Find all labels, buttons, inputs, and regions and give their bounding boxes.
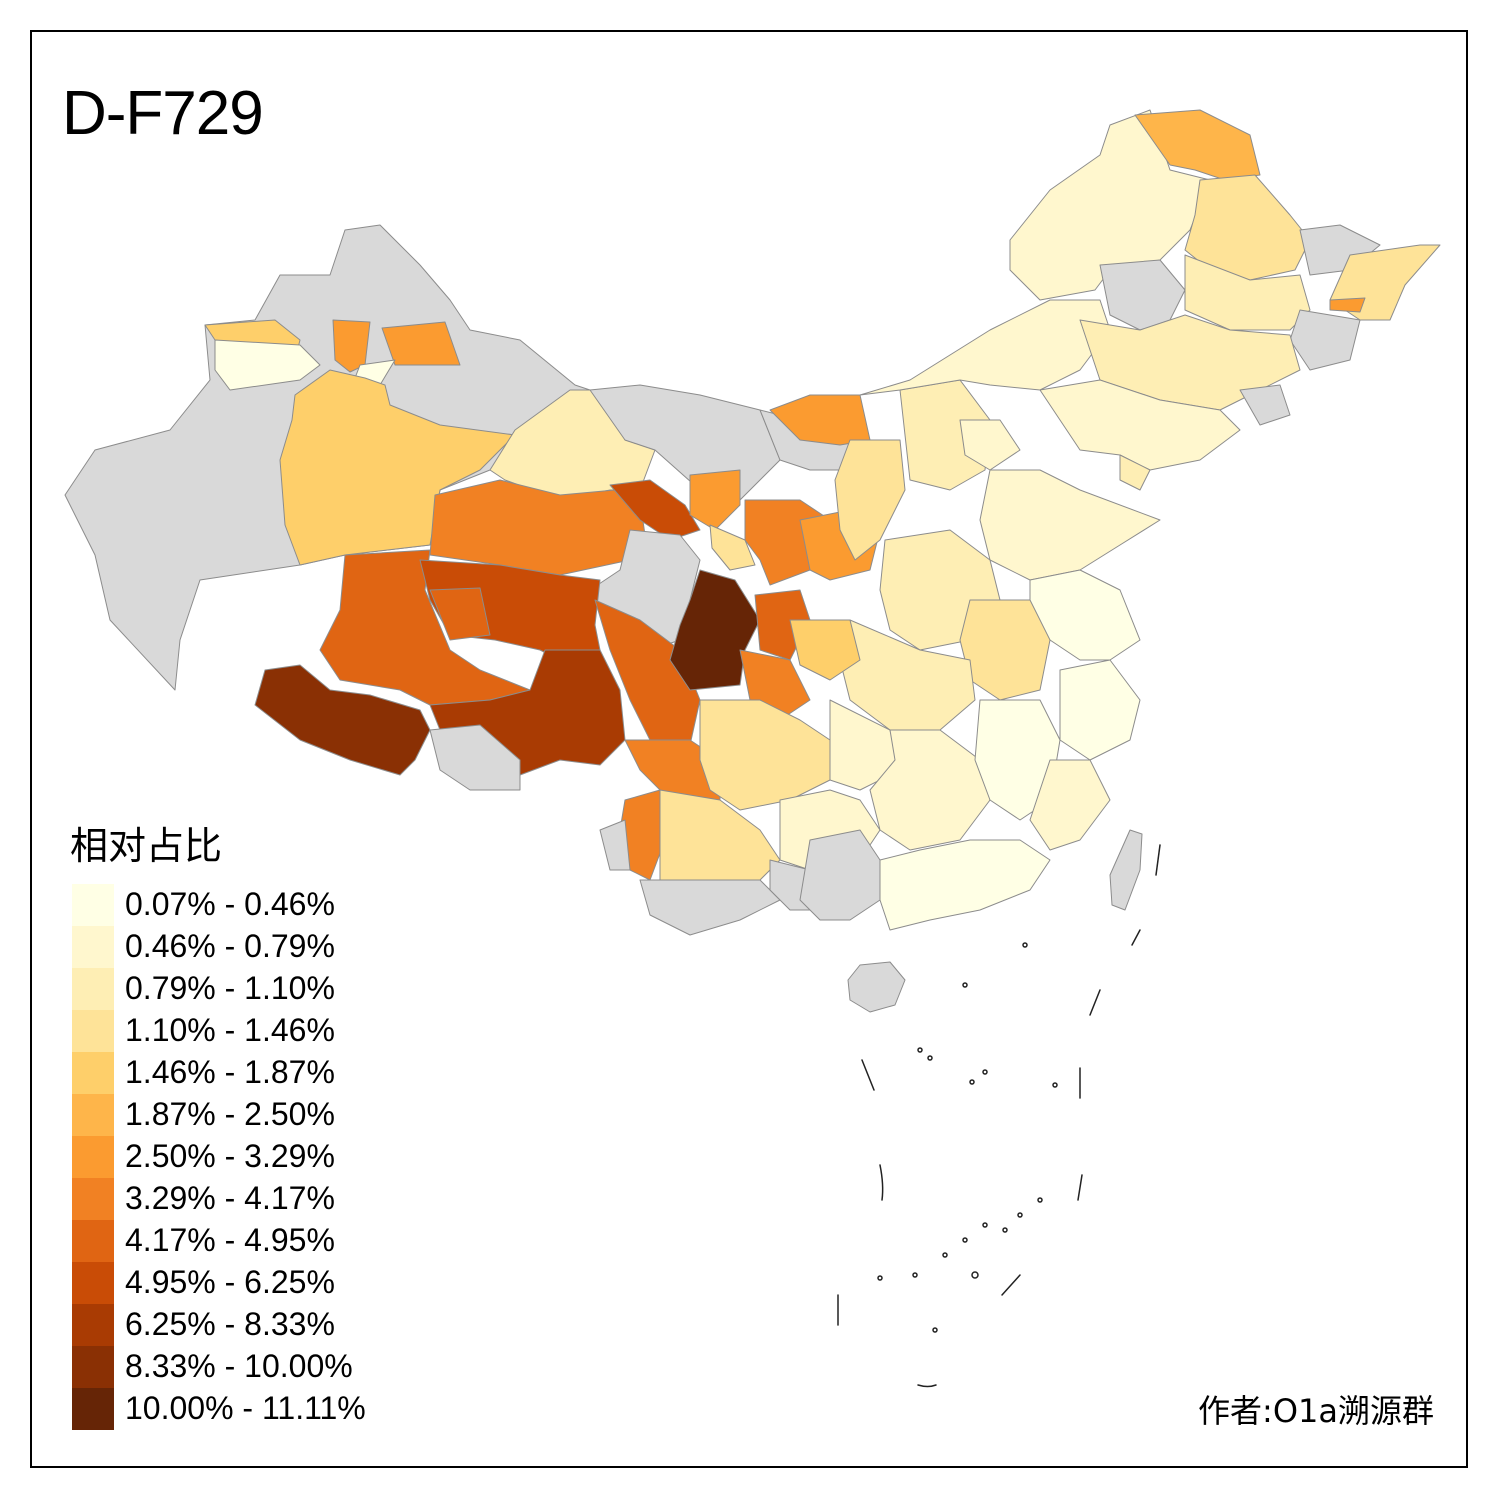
region-dehong xyxy=(599,819,631,871)
legend-swatch xyxy=(72,1220,114,1262)
region-mudanjiang xyxy=(1289,309,1361,371)
legend-swatch xyxy=(72,1262,114,1304)
legend-item: 0.79% - 1.10% xyxy=(70,968,335,1010)
legend-swatch xyxy=(72,1346,114,1388)
legend: 相对占比 0.07% - 0.46% 0.46% - 0.79% 0.79% - 1… xyxy=(70,815,366,1430)
author-credit: 作者:O1a溯源群 xyxy=(1198,1392,1434,1430)
legend-item: 10.00% - 11.11% xyxy=(70,1388,366,1430)
legend-label: 3.29% - 4.17% xyxy=(125,1180,335,1216)
legend-label: 4.95% - 6.25% xyxy=(125,1264,335,1300)
legend-label: 8.33% - 10.00% xyxy=(125,1348,353,1384)
legend-label: 1.10% - 1.46% xyxy=(125,1012,335,1048)
legend-label: 4.17% - 4.95% xyxy=(125,1222,335,1258)
legend-label: 0.07% - 0.46% xyxy=(125,886,335,922)
legend-item: 0.07% - 0.46% xyxy=(70,884,335,926)
region-ili-south xyxy=(214,339,321,391)
region-jinchang xyxy=(709,524,756,571)
legend-item: 1.10% - 1.46% xyxy=(70,1010,335,1052)
region-gannan xyxy=(669,569,761,691)
region-shandong xyxy=(979,469,1161,581)
legend-swatch xyxy=(72,1052,114,1094)
region-shanxi xyxy=(834,439,906,561)
legend-item: 0.46% - 0.79% xyxy=(70,926,335,968)
legend-item: 6.25% - 8.33% xyxy=(70,1304,335,1346)
region-fujian xyxy=(1029,759,1111,851)
legend-label: 6.25% - 8.33% xyxy=(125,1306,335,1342)
region-beijing xyxy=(959,419,1021,471)
region-guangdong xyxy=(879,839,1051,931)
legend-swatch xyxy=(72,926,114,968)
region-heilongjiang xyxy=(1184,174,1311,281)
region-nyingchi-south xyxy=(429,724,521,791)
legend-swatch xyxy=(72,968,114,1010)
legend-label: 1.87% - 2.50% xyxy=(125,1096,335,1132)
legend-swatch xyxy=(72,1136,114,1178)
legend-swatch xyxy=(72,1304,114,1346)
legend-item: 3.29% - 4.17% xyxy=(70,1178,335,1220)
region-haixi xyxy=(429,479,646,576)
map-frame xyxy=(30,30,1468,1468)
region-xilingol xyxy=(859,299,1111,396)
region-shigatse xyxy=(254,664,431,776)
region-hunan xyxy=(869,729,991,851)
legend-swatch xyxy=(72,884,114,926)
legend-title: 相对占比 xyxy=(70,824,223,868)
legend-item: 1.46% - 1.87% xyxy=(70,1052,335,1094)
region-tonghua xyxy=(1239,384,1291,426)
region-tacheng xyxy=(332,319,371,373)
south-china-sea-islands xyxy=(837,844,1161,1388)
region-sichuan xyxy=(699,699,831,811)
legend-label: 0.46% - 0.79% xyxy=(125,928,335,964)
legend-label: 2.50% - 3.29% xyxy=(125,1138,335,1174)
region-dalian xyxy=(1119,454,1151,491)
legend-item: 2.50% - 3.29% xyxy=(70,1136,335,1178)
legend-label: 10.00% - 11.11% xyxy=(125,1390,366,1426)
map-title: D-F729 xyxy=(62,79,264,148)
legend-swatch xyxy=(72,1178,114,1220)
legend-item: 1.87% - 2.50% xyxy=(70,1094,335,1136)
legend-items: 0.07% - 0.46% 0.46% - 0.79% 0.79% - 1.10% 1… xyxy=(70,884,366,1430)
region-wuwei xyxy=(689,469,741,531)
legend-label: 1.46% - 1.87% xyxy=(125,1054,335,1090)
region-altay xyxy=(381,321,461,366)
legend-item: 8.33% - 10.00% xyxy=(70,1346,353,1388)
legend-swatch xyxy=(72,1388,114,1430)
legend-item: 4.17% - 4.95% xyxy=(70,1220,335,1262)
region-haibei xyxy=(609,479,701,541)
region-guangxi xyxy=(799,829,881,921)
region-nagqu-core xyxy=(429,587,491,641)
region-taiwan xyxy=(1109,829,1143,911)
legend-swatch xyxy=(72,1010,114,1052)
region-hanzhong xyxy=(789,619,861,681)
legend-item: 4.95% - 6.25% xyxy=(70,1262,335,1304)
region-bayingol xyxy=(279,369,516,566)
region-anhui xyxy=(959,599,1051,701)
region-hainan xyxy=(847,961,906,1013)
region-zhejiang xyxy=(1059,659,1141,761)
region-liaoning xyxy=(1039,379,1241,471)
region-yunnan-south xyxy=(639,879,781,936)
legend-label: 0.79% - 1.10% xyxy=(125,970,335,1006)
region-jixi xyxy=(1329,297,1366,313)
legend-swatch xyxy=(72,1094,114,1136)
